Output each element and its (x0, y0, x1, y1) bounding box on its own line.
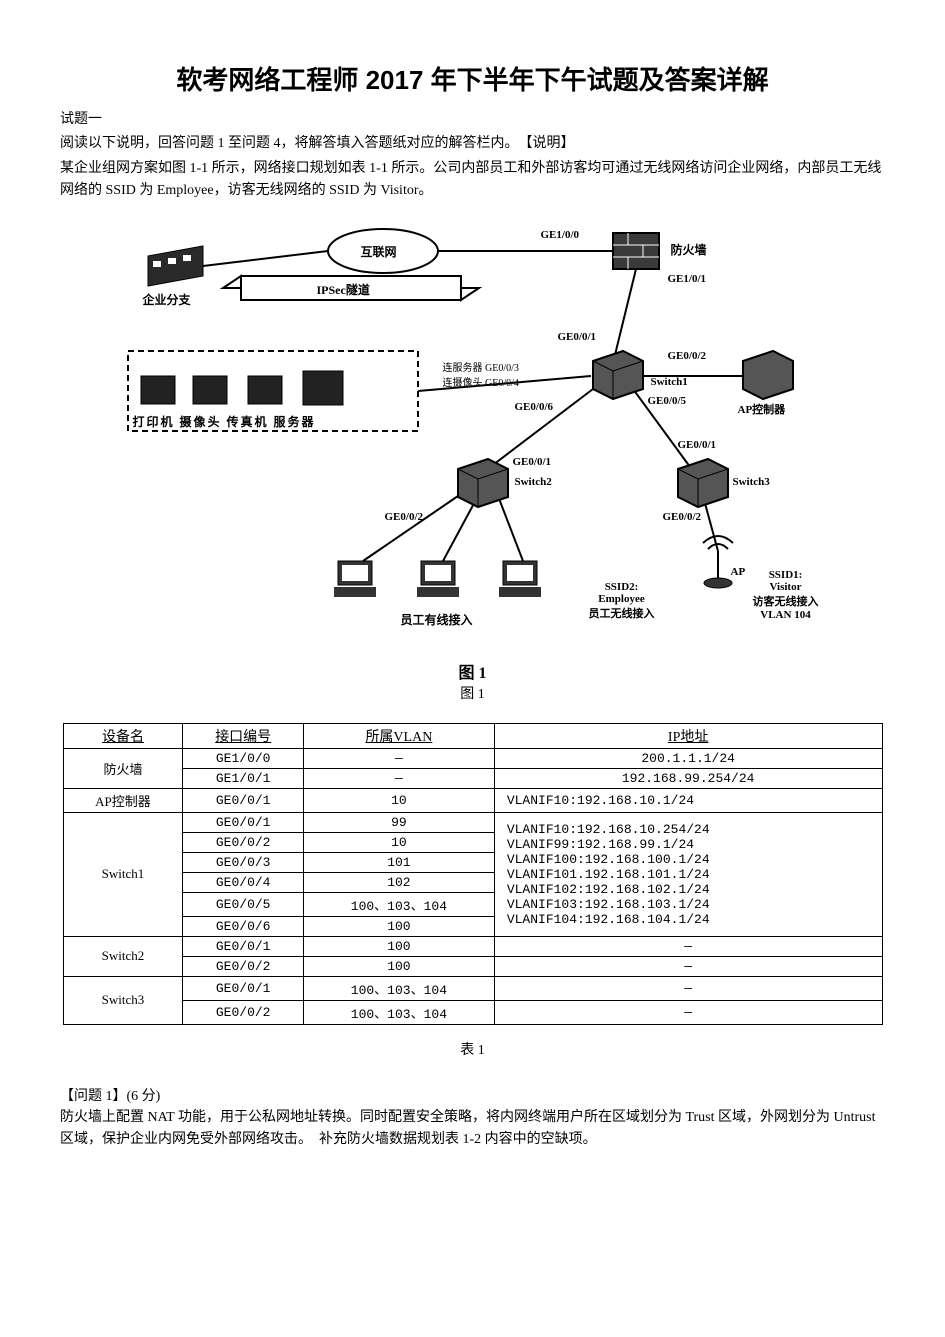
ge100-label: GE1/0/0 (541, 229, 580, 241)
table-row: AP控制器GE0/0/110VLANIF10:192.168.10.1/24 (63, 788, 882, 812)
ip-cell: — (494, 1000, 882, 1024)
device-cell: 防火墙 (63, 748, 183, 788)
ip-cell: VLANIF10:192.168.10.254/24VLANIF99:192.1… (494, 812, 882, 936)
vlan-cell: 100、103、104 (303, 892, 494, 916)
ssid1-label: SSID1: Visitor 访客无线接入 VLAN 104 (753, 569, 819, 621)
interface-table: 设备名 接口编号 所属VLAN IP地址 防火墙GE1/0/0—200.1.1.… (63, 723, 883, 1025)
ge0034-label: 连服务器 GE0/0/3 连摄像头 GE0/0/4 (443, 359, 519, 389)
iface-cell: GE1/0/0 (183, 748, 304, 768)
devices-row-label: 打印机 摄像头 传真机 服务器 (133, 413, 316, 430)
vlan-cell: 99 (303, 812, 494, 832)
iface-cell: GE0/0/5 (183, 892, 304, 916)
iface-cell: GE0/0/6 (183, 916, 304, 936)
table-row: Switch2GE0/0/1100— (63, 936, 882, 956)
iface-cell: GE0/0/4 (183, 872, 304, 892)
figure-caption-small: 图 1 (60, 683, 885, 703)
ge001b-label: GE0/0/1 (513, 456, 552, 468)
question1-head: 【问题 1】(6 分) (60, 1085, 885, 1105)
ge005-label: GE0/0/5 (648, 395, 687, 407)
ge002-label: GE0/0/2 (668, 350, 707, 362)
table-row: 防火墙GE1/0/0—200.1.1.1/24 (63, 748, 882, 768)
iface-cell: GE0/0/2 (183, 956, 304, 976)
vlan-cell: 10 (303, 832, 494, 852)
ge001c-label: GE0/0/1 (678, 439, 717, 451)
ap-label: AP (731, 566, 746, 578)
iface-cell: GE0/0/1 (183, 936, 304, 956)
iface-cell: GE1/0/1 (183, 768, 304, 788)
vlan-cell: — (303, 748, 494, 768)
intro-line-1: 试题一 (60, 109, 885, 131)
internet-label: 互联网 (361, 243, 397, 260)
table-row: GE1/0/1—192.168.99.254/24 (63, 768, 882, 788)
table-row: GE0/0/2100— (63, 956, 882, 976)
network-diagram-wrap: 互联网 IPSec隧道 企业分支 防火墙 GE1/0/0 GE1/0/1 GE0… (60, 221, 885, 651)
intro-line-2: 阅读以下说明，回答问题 1 至问题 4，将解答填入答题纸对应的解答栏内。 【说明… (60, 133, 885, 155)
table-row: Switch3GE0/0/1100、103、104— (63, 976, 882, 1000)
vlan-cell: 100、103、104 (303, 1000, 494, 1024)
firewall-label: 防火墙 (671, 241, 707, 258)
th-device: 设备名 (63, 723, 183, 748)
device-cell: AP控制器 (63, 788, 183, 812)
ip-cell: 200.1.1.1/24 (494, 748, 882, 768)
ip-cell: — (494, 956, 882, 976)
th-ip: IP地址 (494, 723, 882, 748)
th-vlan: 所属VLAN (303, 723, 494, 748)
iface-cell: GE0/0/2 (183, 832, 304, 852)
ip-cell: — (494, 936, 882, 956)
ge006-label: GE0/0/6 (515, 401, 554, 413)
ge002c-label: GE0/0/2 (663, 511, 702, 523)
page-title: 软考网络工程师 2017 年下半年下午试题及答案详解 (60, 60, 885, 97)
ip-cell: — (494, 976, 882, 1000)
iface-cell: GE0/0/1 (183, 812, 304, 832)
vlan-cell: 100、103、104 (303, 976, 494, 1000)
ge001-label: GE0/0/1 (558, 331, 597, 343)
device-cell: Switch3 (63, 976, 183, 1024)
device-cell: Switch1 (63, 812, 183, 936)
apctrl-label: AP控制器 (738, 401, 786, 417)
table-header-row: 设备名 接口编号 所属VLAN IP地址 (63, 723, 882, 748)
vlan-cell: 100 (303, 916, 494, 936)
ge101-label: GE1/0/1 (668, 273, 707, 285)
ip-cell: VLANIF10:192.168.10.1/24 (494, 788, 882, 812)
table-row: GE0/0/2100、103、104— (63, 1000, 882, 1024)
figure-caption-bold: 图 1 (60, 659, 885, 683)
ip-cell: 192.168.99.254/24 (494, 768, 882, 788)
switch2-label: Switch2 (515, 476, 552, 488)
table-row: Switch1GE0/0/199VLANIF10:192.168.10.254/… (63, 812, 882, 832)
iface-cell: GE0/0/3 (183, 852, 304, 872)
network-diagram: 互联网 IPSec隧道 企业分支 防火墙 GE1/0/0 GE1/0/1 GE0… (123, 221, 823, 651)
ssid2-label: SSID2: Employee 员工无线接入 (589, 581, 655, 621)
iface-cell: GE0/0/1 (183, 976, 304, 1000)
table-body: 防火墙GE1/0/0—200.1.1.1/24GE1/0/1—192.168.9… (63, 748, 882, 1024)
interface-table-wrap: 设备名 接口编号 所属VLAN IP地址 防火墙GE1/0/0—200.1.1.… (60, 723, 885, 1025)
intro-line-3: 某企业组网方案如图 1-1 所示，网络接口规划如表 1-1 所示。公司内部员工和… (60, 158, 885, 203)
device-cell: Switch2 (63, 936, 183, 976)
diagram-svg (123, 221, 823, 651)
switch3-label: Switch3 (733, 476, 770, 488)
question1-body: 防火墙上配置 NAT 功能，用于公私网地址转换。同时配置安全策略，将内网终端用户… (60, 1107, 885, 1152)
branch-label: 企业分支 (143, 291, 191, 308)
table-caption: 表 1 (60, 1039, 885, 1059)
iface-cell: GE0/0/2 (183, 1000, 304, 1024)
vlan-cell: 100 (303, 936, 494, 956)
ipsec-label: IPSec隧道 (317, 281, 370, 298)
th-iface: 接口编号 (183, 723, 304, 748)
iface-cell: GE0/0/1 (183, 788, 304, 812)
vlan-cell: 100 (303, 956, 494, 976)
switch1-label: Switch1 (651, 376, 688, 388)
vlan-cell: 10 (303, 788, 494, 812)
ge002b-label: GE0/0/2 (385, 511, 424, 523)
vlan-cell: — (303, 768, 494, 788)
wired-label: 员工有线接入 (401, 611, 473, 628)
vlan-cell: 101 (303, 852, 494, 872)
vlan-cell: 102 (303, 872, 494, 892)
